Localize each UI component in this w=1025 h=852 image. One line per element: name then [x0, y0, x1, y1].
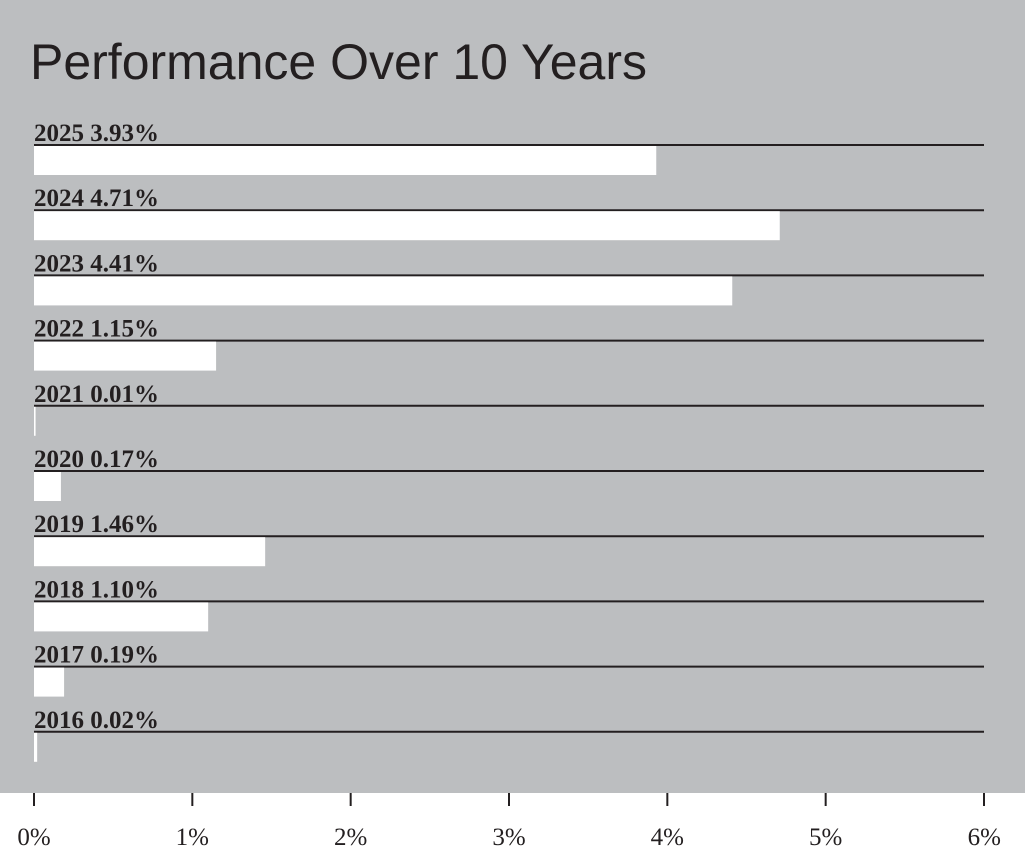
x-tick-label: 2% — [334, 824, 367, 851]
chart-panel-background — [0, 0, 1025, 793]
bar-label-2017: 2017 0.19% — [34, 642, 159, 669]
bar-label-2016: 2016 0.02% — [34, 707, 159, 734]
bar-2022 — [34, 341, 217, 371]
x-axis: 0% 1% 2% 3% 4% 5% 6% — [17, 793, 1001, 851]
bar-2018 — [34, 602, 209, 632]
x-tick-label: 1% — [176, 824, 209, 851]
x-tick-label: 4% — [651, 824, 684, 851]
bar-2017 — [34, 667, 65, 697]
bar-2024 — [34, 211, 780, 241]
bar-label-2019: 2019 1.46% — [34, 511, 159, 538]
bar-label-2025: 2025 3.93% — [34, 120, 159, 147]
bar-2020 — [34, 472, 61, 501]
bar-2025 — [34, 146, 657, 175]
bar-2023 — [34, 276, 733, 306]
bar-2021 — [34, 406, 36, 436]
x-tick-label: 5% — [809, 824, 842, 851]
x-tick-label: 3% — [492, 824, 525, 851]
bar-label-2018: 2018 1.10% — [34, 576, 159, 603]
x-tick-label: 0% — [17, 824, 50, 851]
bar-2019 — [34, 537, 266, 567]
bar-2016 — [34, 732, 38, 762]
bar-label-2023: 2023 4.41% — [34, 250, 159, 277]
bar-label-2024: 2024 4.71% — [34, 185, 159, 212]
x-tick-label: 6% — [968, 824, 1001, 851]
bar-rows: 2025 3.93% 2024 4.71% 2023 4.41% 2022 1.15%… — [34, 120, 984, 762]
bar-label-2020: 2020 0.17% — [34, 446, 159, 473]
bar-label-2022: 2022 1.15% — [34, 316, 159, 343]
bar-label-2021: 2021 0.01% — [34, 381, 159, 408]
chart-title: Performance Over 10 Years — [30, 34, 647, 90]
